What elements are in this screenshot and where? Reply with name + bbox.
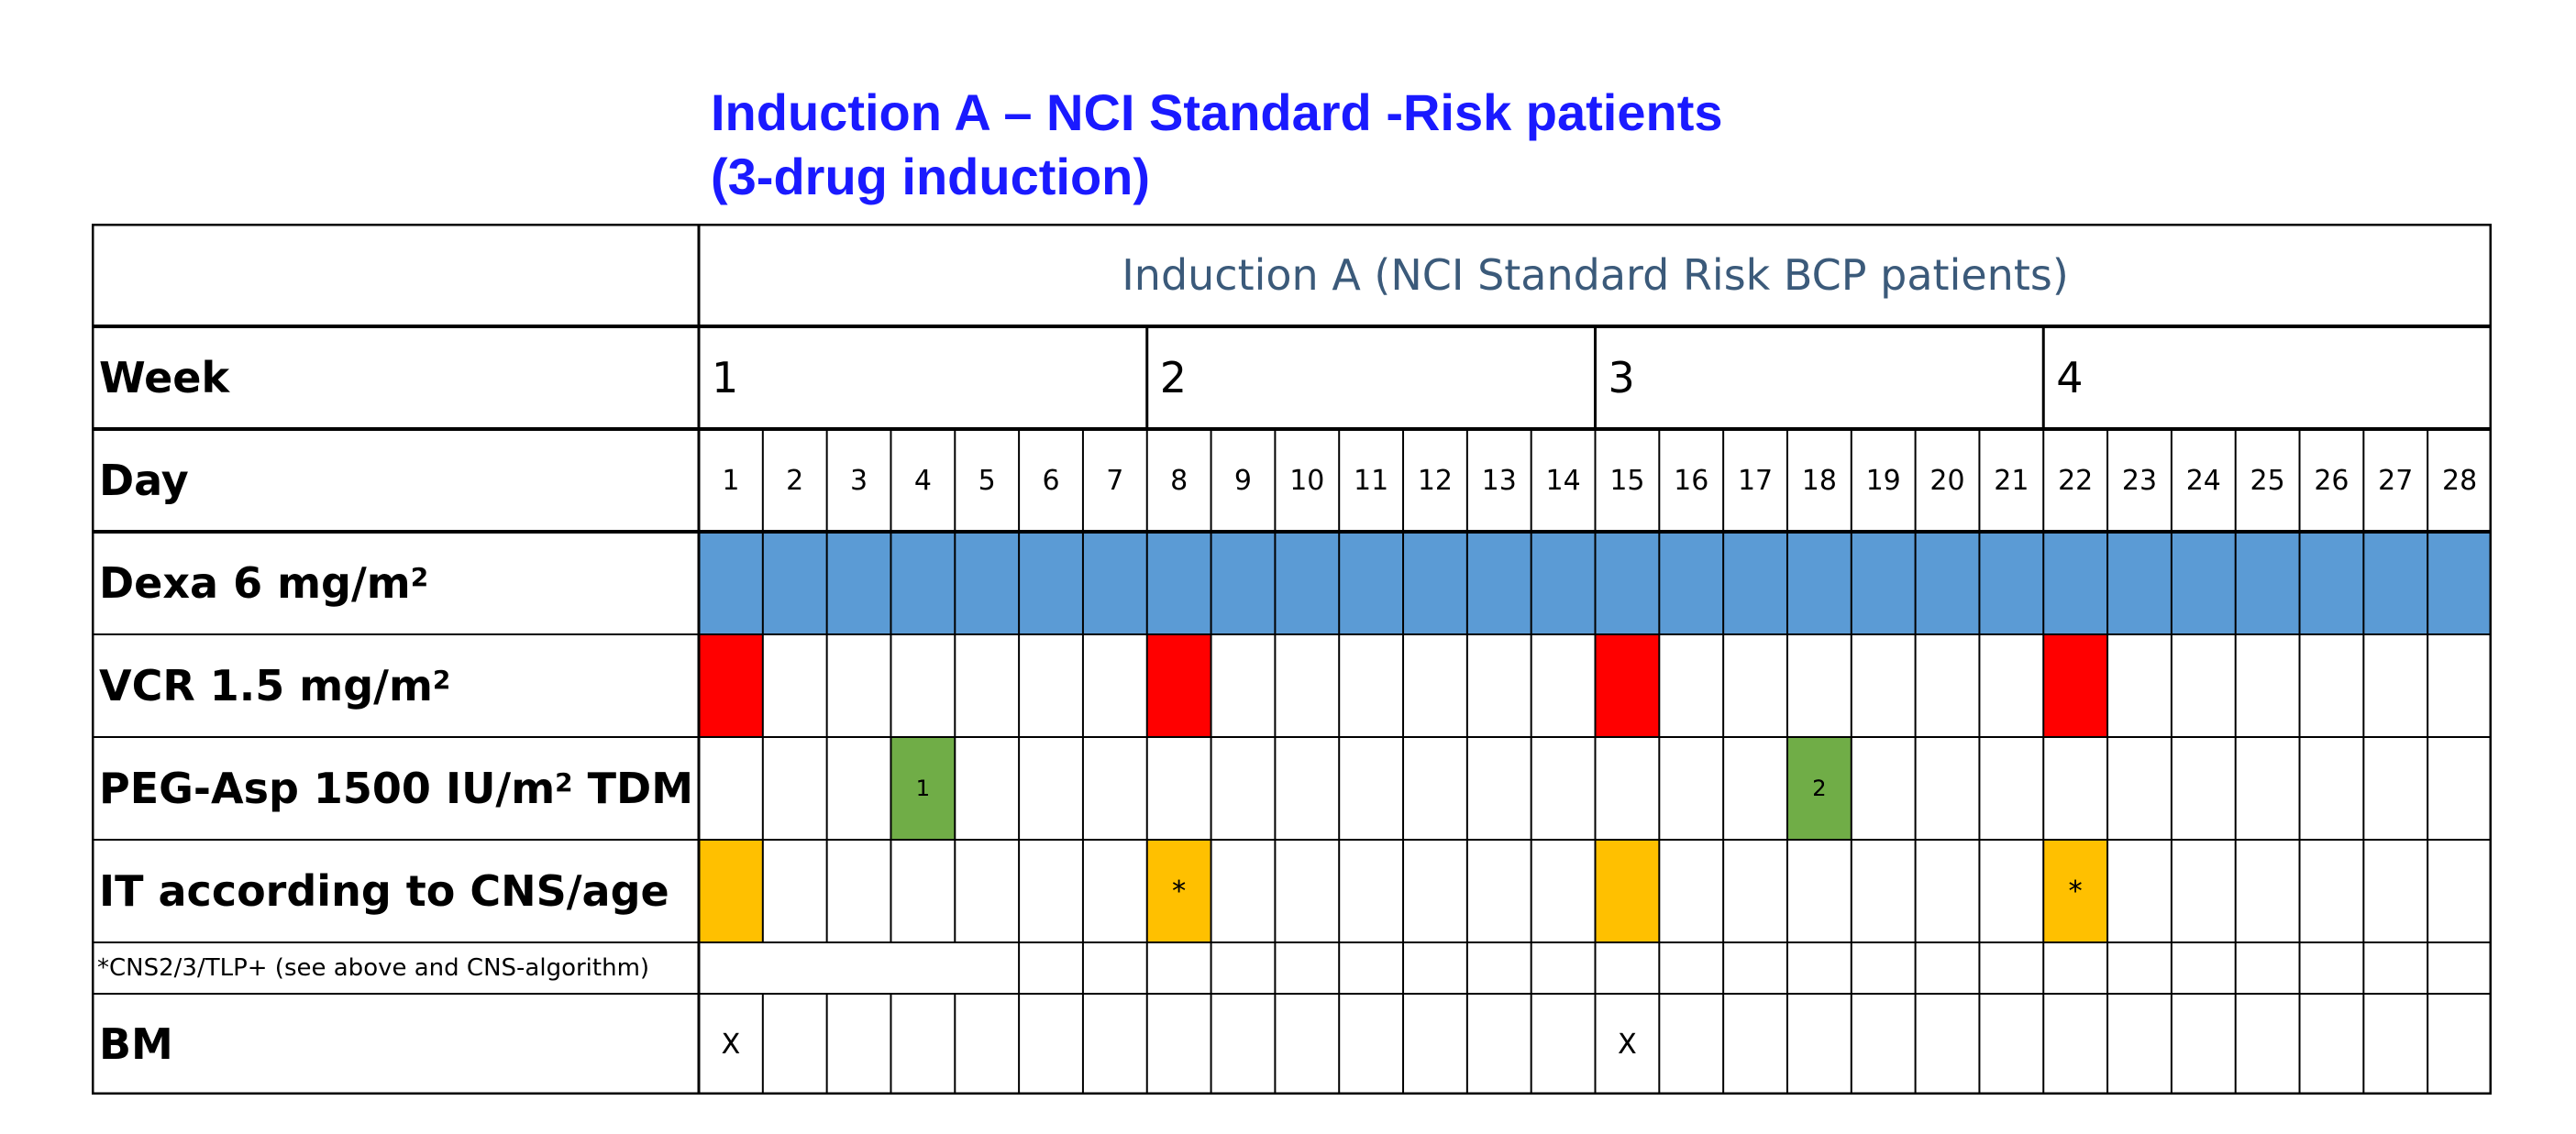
- dexa-day-fill: [2427, 532, 2492, 634]
- dexa-day-fill: [2235, 532, 2300, 634]
- dexa-day-fill: [1211, 532, 1276, 634]
- dexa-day-fill: [1339, 532, 1404, 634]
- dexa-day-fill: [1019, 532, 1083, 634]
- vcr-dose-fill: [699, 634, 763, 737]
- bm-mark: X: [1618, 1028, 1637, 1061]
- it-dose-fill: [1595, 840, 1660, 942]
- vcr-dose-fill: [1146, 634, 1211, 737]
- dexa-day-fill: [1723, 532, 1787, 634]
- dexa-day-fill: [2043, 532, 2108, 634]
- dexa-day-fill: [1275, 532, 1340, 634]
- dexa-day-fill: [955, 532, 1020, 634]
- dexa-day-fill: [699, 532, 763, 634]
- dexa-day-fill: [1082, 532, 1147, 634]
- dexa-day-fill: [890, 532, 956, 634]
- dexa-day-fill: [762, 532, 827, 634]
- dexa-day-fill: [1851, 532, 1916, 634]
- bm-mark: X: [721, 1028, 741, 1061]
- title-line-2: (3-drug induction): [711, 148, 1151, 205]
- induction-schedule-table: 1 2 * * X X Induction A (NCI Standard Risk BC…: [92, 224, 2492, 1095]
- table-cells: 1 2 * * X X: [92, 224, 2492, 1095]
- dexa-day-fill: [1531, 532, 1596, 634]
- vcr-dose-fill: [2043, 634, 2108, 737]
- dexa-day-fill: [1786, 532, 1852, 634]
- page-title: Induction A – NCI Standard -Risk patient…: [711, 81, 1723, 209]
- title-line-1: Induction A – NCI Standard -Risk patient…: [711, 83, 1723, 141]
- peg-asp-dose-fill: 1: [890, 737, 956, 840]
- dexa-day-fill: [2363, 532, 2428, 634]
- it-dose-fill: [699, 840, 763, 942]
- dexa-day-fill: [1146, 532, 1211, 634]
- dexa-day-fill: [1595, 532, 1660, 634]
- dexa-day-fill: [1915, 532, 1980, 634]
- dexa-day-fill: [1979, 532, 2044, 634]
- dexa-day-fill: [2171, 532, 2236, 634]
- it-dose-fill: *: [1146, 840, 1211, 942]
- dexa-day-fill: [2107, 532, 2172, 634]
- footnote-merge-cover: [696, 944, 702, 993]
- dexa-day-fill: [1403, 532, 1467, 634]
- dexa-day-fill: [1659, 532, 1724, 634]
- dexa-day-fill: [826, 532, 891, 634]
- it-dose-fill: *: [2043, 840, 2108, 942]
- vcr-dose-fill: [1595, 634, 1660, 737]
- dexa-day-fill: [1466, 532, 1531, 634]
- peg-asp-dose-fill: 2: [1786, 737, 1852, 840]
- dexa-day-fill: [2299, 532, 2364, 634]
